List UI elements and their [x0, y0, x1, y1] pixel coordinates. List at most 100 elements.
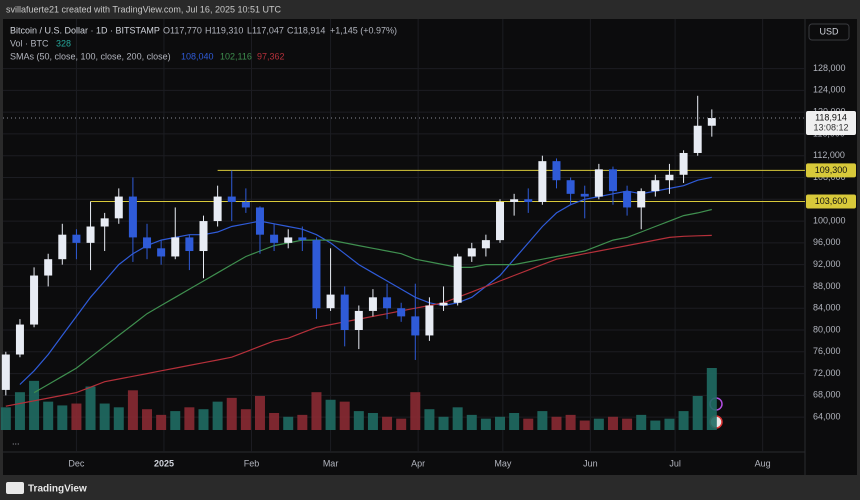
volume-bar	[480, 418, 491, 430]
sma-line	[19, 176, 712, 385]
volume-bar	[466, 414, 477, 430]
y-tick-label: 88,000	[813, 281, 841, 291]
candle-body	[538, 161, 547, 203]
countdown: 13:08:12	[813, 122, 848, 132]
candle-body	[114, 196, 123, 219]
candle-body	[623, 191, 632, 208]
level-label-box	[806, 194, 856, 209]
x-tick-label: Jul	[669, 458, 681, 468]
candle-body	[44, 259, 53, 276]
volume-bar	[650, 420, 661, 430]
candle-body	[100, 218, 109, 227]
y-tick-label: 100,000	[813, 215, 846, 225]
currency-box[interactable]	[808, 23, 850, 41]
volume-bar	[14, 392, 25, 430]
y-tick-label: 128,000	[813, 63, 846, 73]
more-dots[interactable]: ...	[12, 436, 20, 446]
candle-body	[383, 297, 392, 309]
volume-bar	[509, 412, 520, 430]
volume-bar	[410, 392, 421, 430]
y-tick-label: 64,000	[813, 412, 841, 422]
chart-title: Bitcoin / U.S. Dollar · 1D · BITSTAMP	[10, 25, 160, 35]
candle-body	[185, 237, 194, 252]
volume-bar	[396, 418, 407, 430]
candle-body	[637, 191, 646, 208]
y-tick-label: 76,000	[813, 346, 841, 356]
x-tick-label: Apr	[411, 458, 425, 468]
brand-logo	[6, 482, 24, 494]
last-price-label: 118,914	[815, 112, 847, 122]
volume-bar	[424, 409, 435, 430]
volume-bar	[367, 412, 378, 430]
volume-bar	[551, 416, 562, 430]
brand: TradingView	[28, 484, 87, 495]
ohlc-open: O117,770	[163, 25, 202, 35]
candle-body	[227, 196, 236, 203]
candle-body	[580, 193, 589, 197]
x-tick-label: Mar	[323, 458, 339, 468]
volume-bar	[99, 403, 110, 430]
x-tick-label: Feb	[244, 458, 260, 468]
volume-bar	[636, 414, 647, 430]
candle-body	[58, 234, 67, 260]
candle-body	[665, 174, 674, 181]
candle-body	[199, 221, 208, 252]
volume-bar	[170, 411, 181, 430]
candle-body	[481, 240, 490, 249]
ohlc-low: L117,047	[247, 25, 284, 35]
candle-body	[552, 161, 561, 181]
volume-bar	[226, 397, 237, 430]
candle-body	[467, 248, 476, 257]
candle-body	[157, 248, 166, 257]
candle-body	[284, 237, 293, 243]
candle-body	[566, 180, 575, 194]
ohlc-close: C118,914	[287, 25, 325, 35]
volume-bar	[198, 409, 209, 430]
candle-body	[298, 237, 307, 241]
candle-body	[1, 354, 10, 390]
candle-body	[651, 180, 660, 192]
volume-bar	[85, 386, 96, 430]
volume-bar	[607, 416, 618, 430]
sma-legend-value: 97,362	[257, 51, 285, 61]
volume-bar	[127, 390, 138, 430]
y-tick-label: 96,000	[813, 237, 841, 247]
volume-bar	[664, 418, 675, 430]
sma-legend-value: 102,116	[220, 51, 252, 61]
x-tick-label: Jun	[583, 458, 598, 468]
candle-body	[453, 256, 462, 303]
candle-body	[707, 118, 716, 126]
volume-bar	[283, 416, 294, 430]
volume-bar	[495, 416, 506, 430]
candle-body	[312, 240, 321, 309]
y-tick-label: 72,000	[813, 368, 841, 378]
volume-bar	[692, 395, 703, 430]
candle-body	[270, 234, 279, 243]
x-tick-label: May	[494, 458, 512, 468]
candle-body	[86, 226, 95, 243]
candle-body	[255, 207, 264, 235]
volume-bar	[71, 403, 82, 430]
currency[interactable]: USD	[819, 26, 839, 36]
volume-bar	[57, 405, 68, 430]
volume-bar	[353, 411, 364, 430]
candle-body	[30, 275, 39, 325]
volume-bar	[297, 414, 308, 430]
y-tick-label: 68,000	[813, 390, 841, 400]
volume-bar	[142, 409, 153, 430]
candle-body	[326, 294, 335, 309]
volume-bar	[29, 380, 40, 430]
volume-bar	[565, 414, 576, 430]
volume-bar	[523, 418, 534, 430]
x-tick-label: 2025	[154, 458, 174, 468]
volume-bar	[113, 407, 124, 430]
volume-bar	[622, 418, 633, 430]
candle-body	[213, 196, 222, 222]
sma-line	[33, 208, 712, 394]
volume-bar	[0, 407, 11, 430]
x-tick-label: Dec	[68, 458, 85, 468]
candle-body	[340, 294, 349, 330]
y-tick-label: 92,000	[813, 259, 841, 269]
